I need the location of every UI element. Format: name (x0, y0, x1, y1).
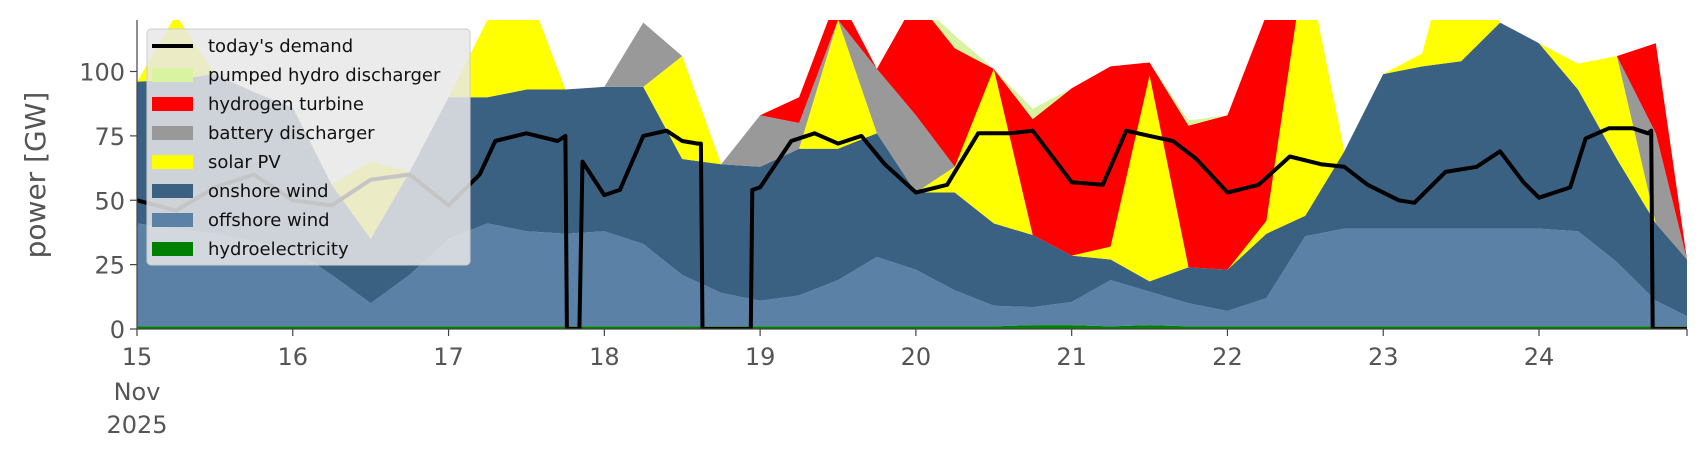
axes: 0 25 50 75 100 15 Nov 2025 16 17 18 19 20 21 22 23 24 (79, 20, 1688, 439)
x-tick-label: 21 (1056, 343, 1087, 371)
legend-swatch-offshore (152, 213, 193, 227)
y-tick-label: 50 (94, 187, 125, 215)
y-axis-label: power [GW] (19, 92, 52, 259)
legend-swatch-pumped (152, 68, 193, 82)
legend-swatch-hydrogen (152, 97, 193, 111)
x-tick-label: 16 (278, 343, 309, 371)
y-tick-label: 0 (110, 316, 125, 344)
x-tick-label: 24 (1524, 343, 1555, 371)
demand-line (137, 126, 1687, 329)
x-tick-label: 18 (589, 343, 620, 371)
y-tick-label: 75 (94, 123, 125, 151)
legend-swatch-solar (152, 155, 193, 169)
y-tick-label: 25 (94, 252, 125, 280)
legend-label-hydrogen: hydrogen turbine (208, 94, 364, 115)
x-tick-month-label: Nov (114, 378, 161, 406)
stacked-areas (137, 20, 1687, 329)
legend-label-offshore: offshore wind (208, 210, 330, 231)
legend: today's demand pumped hydro discharger hyd… (146, 28, 471, 266)
legend-swatch-hydro (152, 242, 193, 256)
x-tick-label: 15 (122, 343, 153, 371)
legend-label-pumped: pumped hydro discharger (208, 65, 441, 86)
legend-label-solar: solar PV (208, 152, 281, 173)
area-offshore-wind (137, 223, 1687, 327)
area-hydrogen-turbine (137, 20, 1687, 270)
x-tick-label: 17 (433, 343, 464, 371)
area-onshore-wind (137, 22, 1687, 317)
x-tick-label: 22 (1212, 343, 1243, 371)
legend-label-hydro: hydroelectricity (208, 239, 349, 260)
legend-label-battery: battery discharger (208, 123, 375, 144)
legend-swatch-battery (152, 126, 193, 140)
legend-label-demand: today's demand (208, 36, 353, 57)
area-solar-pv (137, 20, 1687, 282)
demand-line-group (137, 126, 1687, 329)
x-tick-label: 20 (901, 343, 932, 371)
area-battery-discharger (137, 20, 1687, 270)
legend-label-onshore: onshore wind (208, 181, 329, 202)
y-tick-label: 100 (79, 59, 125, 87)
x-tick-label: 19 (745, 343, 776, 371)
legend-box (146, 28, 471, 266)
x-tick-label: 23 (1368, 343, 1399, 371)
x-tick-year-label: 2025 (106, 411, 167, 439)
legend-swatch-onshore (152, 184, 193, 198)
area-hydroelectricity (137, 325, 1687, 329)
